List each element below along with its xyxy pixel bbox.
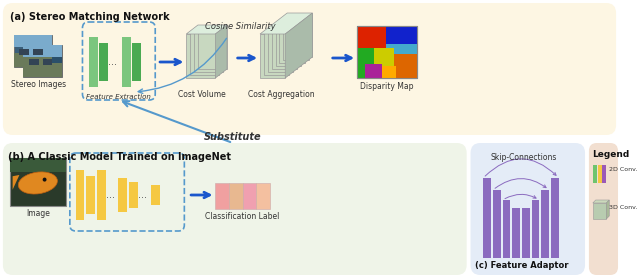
Bar xyxy=(43,59,52,65)
FancyBboxPatch shape xyxy=(3,3,616,135)
Bar xyxy=(357,26,386,48)
Bar xyxy=(284,16,308,60)
Text: Classification Label: Classification Label xyxy=(205,212,280,221)
FancyBboxPatch shape xyxy=(589,143,618,275)
Bar xyxy=(13,35,52,47)
Text: (a) Stereo Matching Network: (a) Stereo Matching Network xyxy=(10,12,170,22)
Text: ...: ... xyxy=(108,57,117,67)
Bar xyxy=(122,37,131,87)
Bar xyxy=(357,48,374,78)
Bar xyxy=(541,190,549,258)
Polygon shape xyxy=(216,25,227,78)
Bar xyxy=(118,178,127,212)
FancyBboxPatch shape xyxy=(470,143,585,275)
Text: 3D Conv.: 3D Conv. xyxy=(609,205,637,210)
Text: ...: ... xyxy=(138,190,147,200)
Bar xyxy=(593,203,606,219)
Text: (b) A Classic Model Trained on ImageNet: (b) A Classic Model Trained on ImageNet xyxy=(8,152,231,162)
Text: 2D Conv.: 2D Conv. xyxy=(609,167,637,172)
Ellipse shape xyxy=(19,172,58,194)
Text: Stereo Images: Stereo Images xyxy=(12,80,67,89)
Bar xyxy=(10,158,66,172)
Bar xyxy=(23,45,62,77)
Bar xyxy=(276,22,301,66)
Bar xyxy=(99,43,108,81)
Text: ...: ... xyxy=(106,190,115,200)
Bar xyxy=(13,35,52,67)
Bar xyxy=(33,49,43,55)
Bar xyxy=(10,158,66,206)
Bar xyxy=(198,25,227,69)
Bar xyxy=(551,178,559,258)
Bar xyxy=(502,200,510,258)
Bar xyxy=(229,183,243,209)
Bar xyxy=(593,165,596,183)
Bar xyxy=(132,43,141,81)
Polygon shape xyxy=(606,200,609,219)
Bar xyxy=(602,165,606,183)
Bar xyxy=(374,48,394,66)
Bar xyxy=(382,66,396,78)
Bar xyxy=(129,182,138,208)
Bar xyxy=(512,208,520,258)
Bar xyxy=(151,185,160,205)
Bar xyxy=(97,170,106,220)
Bar xyxy=(194,28,223,72)
Bar xyxy=(23,63,62,77)
Polygon shape xyxy=(13,175,19,190)
Bar xyxy=(76,170,84,220)
Bar xyxy=(89,37,98,87)
Text: Skip-Connections: Skip-Connections xyxy=(491,153,557,162)
Polygon shape xyxy=(285,13,312,78)
Bar xyxy=(19,49,29,55)
Text: Cost Volume: Cost Volume xyxy=(178,90,226,99)
Bar xyxy=(256,183,269,209)
Polygon shape xyxy=(186,25,227,34)
Bar xyxy=(357,26,417,78)
Text: Cost Aggregation: Cost Aggregation xyxy=(248,90,315,99)
Bar xyxy=(532,200,540,258)
Text: Disparity Map: Disparity Map xyxy=(360,82,414,91)
Text: Image: Image xyxy=(26,209,50,218)
FancyBboxPatch shape xyxy=(3,143,467,275)
Bar xyxy=(186,34,216,78)
Bar xyxy=(86,176,95,214)
Bar xyxy=(386,44,417,54)
Bar xyxy=(365,64,382,78)
Bar xyxy=(264,31,289,75)
Bar xyxy=(287,13,312,57)
Text: Feature Extraction: Feature Extraction xyxy=(86,94,151,100)
Bar xyxy=(190,31,220,75)
Bar xyxy=(483,178,491,258)
Text: Cosine Similarity: Cosine Similarity xyxy=(205,22,276,31)
Bar xyxy=(216,183,229,209)
Text: Legend: Legend xyxy=(592,150,629,159)
Bar xyxy=(522,208,530,258)
Polygon shape xyxy=(260,13,312,34)
Bar xyxy=(394,54,417,78)
Text: Substitute: Substitute xyxy=(204,132,262,142)
Bar xyxy=(280,19,305,63)
Bar xyxy=(243,183,256,209)
Bar xyxy=(386,26,417,44)
Bar xyxy=(13,53,52,67)
Bar xyxy=(260,34,285,78)
Bar xyxy=(268,28,293,72)
Text: (c) Feature Adaptor: (c) Feature Adaptor xyxy=(476,261,569,270)
Polygon shape xyxy=(593,200,609,203)
Bar xyxy=(271,25,297,69)
Bar xyxy=(598,165,602,183)
Bar xyxy=(493,190,500,258)
Circle shape xyxy=(43,178,47,182)
Bar xyxy=(29,59,39,65)
Bar xyxy=(23,45,62,57)
Bar xyxy=(357,26,417,78)
